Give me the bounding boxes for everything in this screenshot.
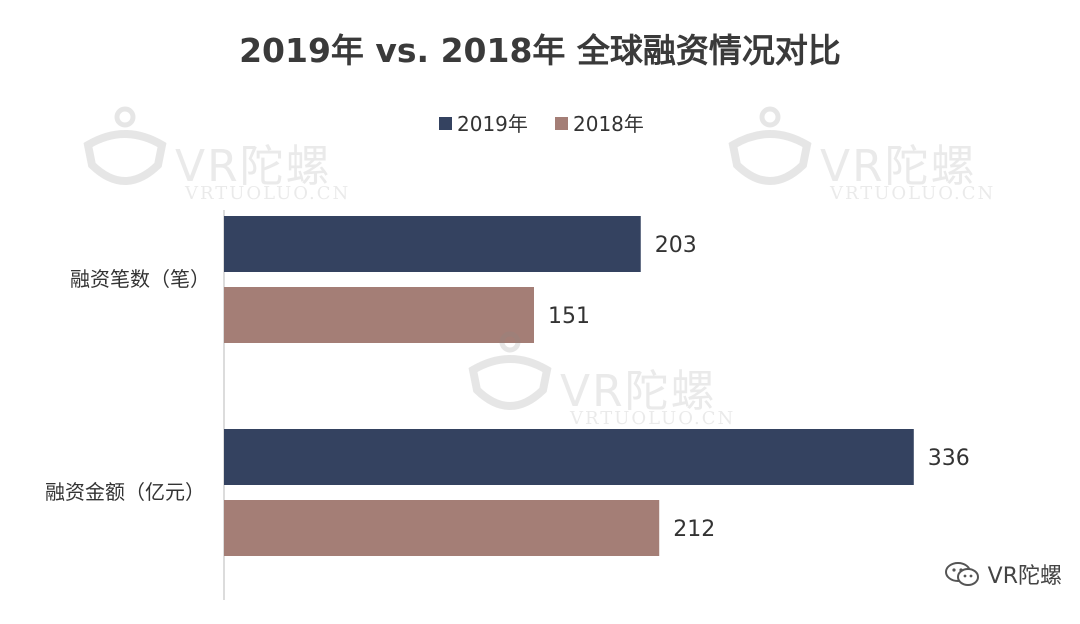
watermark-right: VR陀螺 VRTUOLUO.CN: [725, 105, 1025, 205]
watermark-text: VR陀螺: [820, 141, 977, 192]
bar-2018年-count: [224, 287, 534, 343]
legend-label-2019: 2019年: [457, 112, 528, 136]
watermark-center: VR陀螺 VRTUOLUO.CN: [465, 330, 765, 430]
watermark-logo-icon: [83, 106, 167, 185]
legend-swatch-2018: [555, 117, 568, 130]
bar-2018年-amount: [224, 500, 660, 556]
chart-title: 2019年 vs. 2018年 全球融资情况对比: [239, 31, 841, 70]
watermark-sub: VRTUOLUO.CN: [830, 183, 996, 204]
legend-label-2018: 2018年: [573, 112, 644, 136]
wechat-icon: [944, 562, 979, 586]
bar-2019年-amount: [224, 429, 914, 485]
watermark-logo-icon: [728, 106, 812, 185]
legend-swatch-2019: [439, 117, 452, 130]
bars-group: 203 151 336 212: [224, 216, 970, 556]
category-label-amount: 融资金额（亿元）: [45, 480, 205, 504]
data-label-2019年-count: 203: [655, 233, 697, 258]
bar-2019年-count: [224, 216, 641, 272]
legend: 2019年 2018年: [439, 112, 644, 136]
watermark-left: VR陀螺 VRTUOLUO.CN: [80, 105, 380, 205]
watermark-logo-icon: [468, 331, 552, 410]
watermark-sub: VRTUOLUO.CN: [570, 408, 736, 429]
watermark-text: VR陀螺: [175, 141, 332, 192]
footer-label: VR陀螺: [987, 564, 1062, 589]
data-label-2019年-amount: 336: [928, 446, 970, 471]
category-label-count: 融资笔数（笔）: [70, 267, 210, 291]
watermark-text: VR陀螺: [560, 366, 717, 417]
data-label-2018年-amount: 212: [673, 517, 715, 542]
watermark-sub: VRTUOLUO.CN: [185, 183, 351, 204]
data-label-2018年-count: 151: [548, 304, 590, 329]
footer-brand: VR陀螺: [944, 558, 1062, 590]
